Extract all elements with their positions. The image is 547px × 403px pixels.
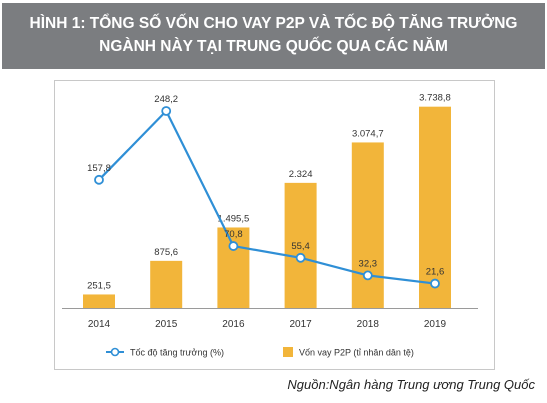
figure-title: HÌNH 1: TỔNG SỐ VỐN CHO VAY P2P VÀ TỐC Đ… [2, 3, 545, 69]
bar-value-label: 875,6 [154, 247, 178, 258]
figure-title-line-1: HÌNH 1: TỔNG SỐ VỐN CHO VAY P2P VÀ TỐC Đ… [29, 15, 518, 32]
growth-value-label: 32,3 [359, 258, 378, 269]
bar [419, 106, 451, 309]
bar [351, 142, 384, 308]
bar-value-label: 251,5 [87, 280, 111, 291]
bar [284, 182, 317, 308]
growth-value-label: 248,2 [154, 94, 178, 105]
legend-line-label: Tốc độ tăng trưởng (%) [130, 348, 224, 358]
x-tick-label: 2017 [289, 319, 312, 330]
growth-line [98, 109, 436, 285]
growth-point [295, 252, 306, 263]
growth-value-label: 21,6 [426, 267, 445, 278]
bar-value-label: 3.738,8 [419, 93, 451, 104]
bar-value-label: 2.324 [289, 169, 313, 180]
bar [217, 227, 250, 308]
growth-point [94, 174, 104, 185]
x-tick-label: 2018 [357, 319, 380, 330]
figure-title-line-2: NGÀNH NÀY TẠI TRUNG QUỐC QUA CÁC NĂM [99, 38, 448, 55]
growth-point [228, 241, 239, 251]
bar [83, 294, 115, 308]
bar-value-label: 1.495,5 [218, 213, 250, 224]
legend-line-marker [110, 347, 120, 357]
x-tick-label: 2016 [222, 319, 245, 330]
growth-value-label: 157,8 [87, 163, 111, 174]
growth-value-label: 70,8 [224, 229, 243, 240]
bar-value-label: 3.074,7 [352, 128, 384, 139]
bar [150, 260, 183, 308]
x-tick-label: 2019 [424, 319, 447, 330]
growth-point [430, 278, 440, 289]
source-note: Nguồn:Ngân hàng Trung ương Trung Quốc [287, 377, 535, 392]
growth-point [362, 270, 373, 281]
legend-bar-swatch [283, 347, 293, 357]
growth-point [161, 106, 172, 116]
x-tick-label: 2015 [155, 319, 178, 330]
x-tick-label: 2014 [88, 319, 111, 330]
growth-value-label: 55,4 [291, 241, 310, 252]
legend-bar-label: Vốn vay P2P (tỉ nhân dân tệ) [299, 348, 414, 358]
